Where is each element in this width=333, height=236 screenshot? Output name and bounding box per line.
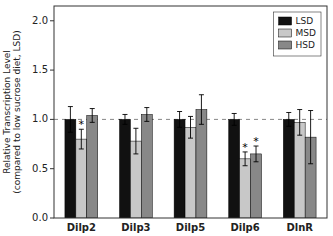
- background: [0, 0, 333, 236]
- y-tick: [50, 119, 54, 120]
- y-tick: [50, 168, 54, 169]
- significance-marker: *: [242, 141, 248, 154]
- bar: [240, 159, 251, 218]
- bar: [283, 119, 294, 218]
- bar: [120, 119, 131, 218]
- error-bar: [243, 152, 248, 166]
- chart: 0.0 0.5 1.0 1.5 2.0 Relative Transcription Le…: [0, 0, 333, 236]
- error-bar: [308, 111, 313, 164]
- y-tick: [50, 218, 54, 219]
- bar: [196, 110, 207, 218]
- legend-frame: [274, 12, 321, 56]
- error-bar: [286, 112, 291, 126]
- y-tick-label: 0.0: [32, 212, 48, 223]
- y-axis-label-line: Relative Transcription Level: [2, 50, 12, 174]
- error-bar: [254, 146, 259, 162]
- bar: [251, 154, 262, 218]
- y-tick: [50, 20, 54, 21]
- bar: [174, 119, 185, 218]
- error-bar: [144, 108, 149, 122]
- error-bar: [79, 129, 84, 149]
- y-tick: [50, 70, 54, 71]
- error-bar: [122, 114, 127, 124]
- legend-swatch: [279, 41, 292, 49]
- legend-swatch: [279, 29, 292, 37]
- error-bar: [90, 109, 95, 123]
- error-bar: [133, 128, 138, 154]
- legend: LSD MSD HSD: [274, 12, 321, 56]
- y-axis: 0.0 0.5 1.0 1.5 2.0: [32, 15, 54, 223]
- plot-frame: [54, 6, 327, 218]
- bar: [76, 139, 87, 218]
- legend-swatch: [279, 17, 292, 25]
- significance-marker: *: [79, 118, 85, 131]
- bar: [87, 115, 98, 218]
- y-tick-label: 1.0: [32, 113, 48, 124]
- x-tick-label: Dilp3: [121, 222, 150, 233]
- y-tick-label: 1.5: [32, 64, 48, 75]
- legend-label: HSD: [296, 40, 315, 50]
- x-tick-label: Dilp6: [230, 222, 259, 233]
- error-bar: [177, 112, 182, 128]
- x-tick-label: DlnR: [286, 222, 313, 233]
- y-tick-label: 0.5: [32, 163, 48, 174]
- plot-area: [54, 95, 327, 218]
- bar: [65, 119, 76, 218]
- y-axis-label-line: (compared to low sucrose diet, LSD): [12, 30, 22, 193]
- bar: [141, 114, 152, 218]
- y-tick-label: 2.0: [32, 15, 48, 26]
- legend-label: MSD: [296, 28, 316, 38]
- bar: [294, 122, 305, 218]
- legend-label: LSD: [296, 16, 314, 26]
- y-axis-label: Relative Transcription Level(compared to…: [2, 30, 23, 193]
- error-bar: [68, 107, 73, 133]
- x-tick-label: Dilp5: [176, 222, 205, 233]
- error-bar: [188, 116, 193, 138]
- bar: [229, 119, 240, 218]
- bar: [185, 127, 196, 218]
- error-bar: [232, 113, 237, 125]
- error-bar: [199, 95, 204, 125]
- x-tick-label: Dilp2: [67, 222, 96, 233]
- error-bar: [297, 110, 302, 136]
- significance-marker: *: [253, 135, 259, 148]
